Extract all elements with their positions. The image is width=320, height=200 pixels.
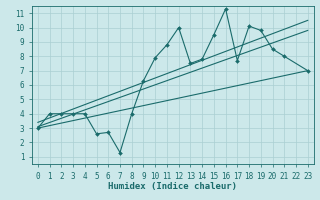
X-axis label: Humidex (Indice chaleur): Humidex (Indice chaleur) — [108, 182, 237, 191]
